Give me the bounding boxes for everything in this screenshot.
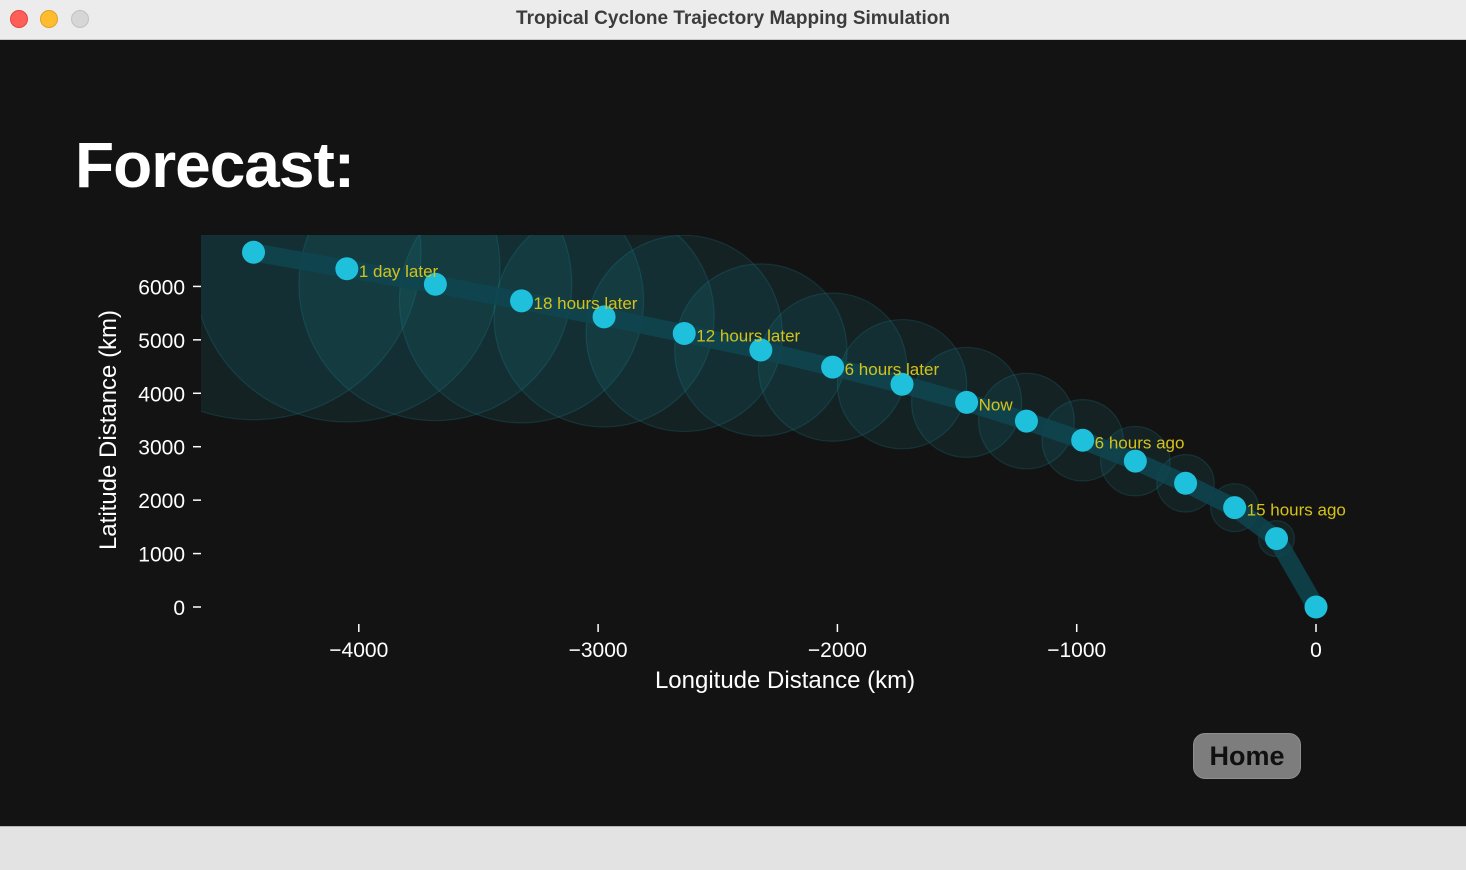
trajectory-point-5 [1071, 428, 1095, 452]
y-axis: 0 1000 2000 3000 4000 5000 6000 [138, 276, 201, 620]
trajectory-point-9 [821, 355, 845, 379]
x-tick-label: −4000 [329, 639, 388, 662]
page-heading: Forecast: [75, 129, 355, 201]
trajectory-point-7 [955, 390, 979, 414]
title-bar: Tropical Cyclone Trajectory Mapping Simu… [0, 0, 1466, 40]
x-tick-label: −3000 [569, 639, 628, 662]
trajectory-point-13 [510, 289, 534, 313]
bottom-bar [0, 826, 1466, 870]
y-tick-label: 6000 [138, 276, 185, 299]
home-button[interactable]: Home [1193, 733, 1301, 779]
trajectory-point-12 [592, 305, 616, 329]
trajectory-point-10 [749, 338, 773, 362]
trajectory-point-2 [1223, 496, 1247, 520]
trajectory-point-1 [1265, 527, 1289, 551]
close-window-button[interactable] [10, 10, 28, 28]
x-axis-label: Longitude Distance (km) [655, 667, 915, 694]
y-tick-label: 3000 [138, 437, 185, 460]
trajectory-point-15 [335, 257, 359, 281]
trajectory-point-11 [672, 321, 696, 345]
y-tick-label: 5000 [138, 330, 185, 353]
x-tick-label: −2000 [808, 639, 867, 662]
zoom-window-button[interactable] [71, 10, 89, 28]
window-title: Tropical Cyclone Trajectory Mapping Simu… [516, 8, 950, 29]
trajectory-point-3 [1174, 471, 1198, 495]
point-annotation: 15 hours ago [1247, 501, 1346, 520]
x-tick-label: −1000 [1047, 639, 1106, 662]
trajectory-points [242, 240, 1328, 619]
trajectory-point-6 [1014, 409, 1038, 433]
trajectory-point-0 [1304, 595, 1328, 619]
trajectory-point-4 [1123, 449, 1147, 473]
point-annotation: 1 day later [359, 262, 439, 281]
y-tick-label: 4000 [138, 383, 185, 406]
y-tick-label: 1000 [138, 544, 185, 567]
point-annotation: Now [979, 395, 1014, 414]
minimize-window-button[interactable] [40, 10, 58, 28]
y-tick-label: 0 [173, 597, 185, 620]
point-annotation: 6 hours later [845, 360, 940, 379]
y-axis-label: Latitude Distance (km) [95, 310, 122, 550]
point-annotation: 12 hours later [696, 326, 800, 345]
x-axis: −4000 −3000 −2000 −1000 0 [329, 624, 1322, 662]
time-annotations: 15 hours ago 6 hours ago Now 6 hours later 1… [359, 262, 1346, 520]
trajectory-point-14 [423, 272, 447, 296]
y-tick-label: 2000 [138, 490, 185, 513]
trajectory-point-16 [242, 240, 266, 264]
point-annotation: 6 hours ago [1095, 433, 1185, 452]
point-annotation: 18 hours later [534, 294, 638, 313]
trajectory-point-8 [890, 372, 914, 396]
uncertainty-cone-12 [493, 235, 715, 428]
x-tick-label: 0 [1310, 639, 1322, 662]
uncertainty-cones [201, 235, 1328, 619]
